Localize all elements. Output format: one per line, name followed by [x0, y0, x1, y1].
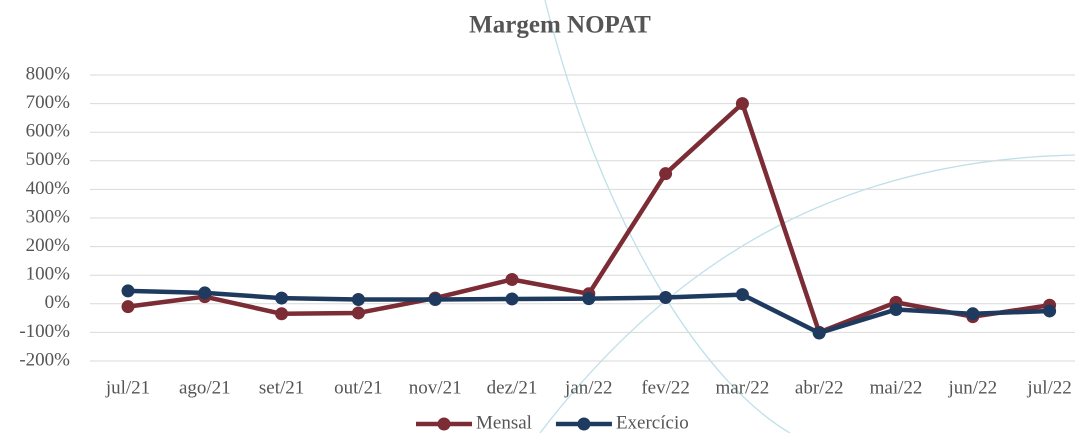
data-point — [121, 284, 135, 298]
legend-marker — [437, 417, 451, 431]
x-tick-label: fev/22 — [641, 377, 690, 398]
data-point — [659, 167, 673, 181]
data-point — [889, 303, 903, 317]
x-tick-label: mai/22 — [870, 377, 923, 398]
y-tick-label: 100% — [26, 264, 71, 285]
legend-label: Exercício — [616, 412, 689, 433]
decor-curve — [544, 0, 791, 433]
y-tick-label: -100% — [19, 321, 70, 342]
x-tick-label: ago/21 — [179, 377, 231, 398]
data-point — [198, 286, 212, 300]
data-point — [735, 97, 749, 111]
y-tick-label: 300% — [26, 206, 71, 227]
y-tick-label: 200% — [26, 235, 71, 256]
data-point — [275, 307, 289, 321]
data-point — [505, 272, 519, 286]
x-tick-label: jun/22 — [948, 377, 998, 398]
data-point — [351, 306, 365, 320]
data-point — [351, 293, 365, 307]
x-tick-label: nov/21 — [409, 377, 462, 398]
data-point — [966, 307, 980, 321]
y-tick-label: 500% — [26, 149, 71, 170]
data-point — [812, 326, 826, 340]
y-tick-label: 400% — [26, 178, 71, 199]
x-tick-label: jan/22 — [564, 377, 613, 398]
x-tick-label: set/21 — [259, 377, 304, 398]
y-tick-label: 0% — [45, 292, 71, 313]
x-tick-label: jul/21 — [105, 377, 150, 398]
x-tick-label: jul/22 — [1026, 377, 1071, 398]
data-point — [735, 288, 749, 302]
x-tick-label: out/21 — [334, 377, 383, 398]
legend-marker — [577, 417, 591, 431]
data-point — [428, 293, 442, 307]
x-tick-label: dez/21 — [487, 377, 538, 398]
y-tick-label: 700% — [26, 92, 71, 113]
x-tick-label: mar/22 — [715, 377, 769, 398]
data-point — [505, 292, 519, 306]
data-point — [275, 291, 289, 305]
data-point — [121, 300, 135, 314]
chart-title: Margem NOPAT — [469, 12, 651, 39]
y-tick-label: 800% — [26, 63, 71, 84]
legend-label: Mensal — [476, 412, 532, 433]
y-tick-label: 600% — [26, 121, 71, 142]
y-tick-label: -200% — [19, 349, 70, 370]
data-point — [1043, 304, 1057, 318]
data-point — [659, 291, 673, 305]
x-tick-label: abr/22 — [795, 377, 844, 398]
data-point — [582, 292, 596, 306]
